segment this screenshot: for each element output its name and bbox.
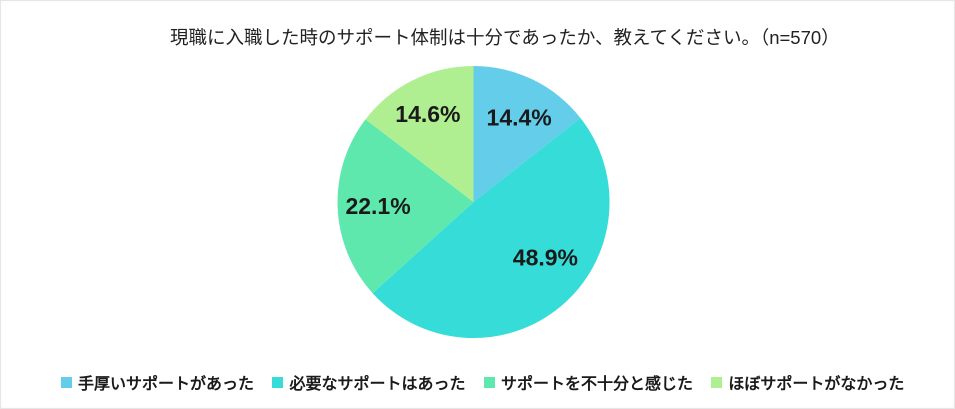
svg-text:48.9%: 48.9% (513, 245, 578, 271)
svg-text:22.1%: 22.1% (345, 193, 410, 219)
svg-text:14.6%: 14.6% (395, 101, 460, 127)
svg-text:14.4%: 14.4% (487, 104, 552, 130)
